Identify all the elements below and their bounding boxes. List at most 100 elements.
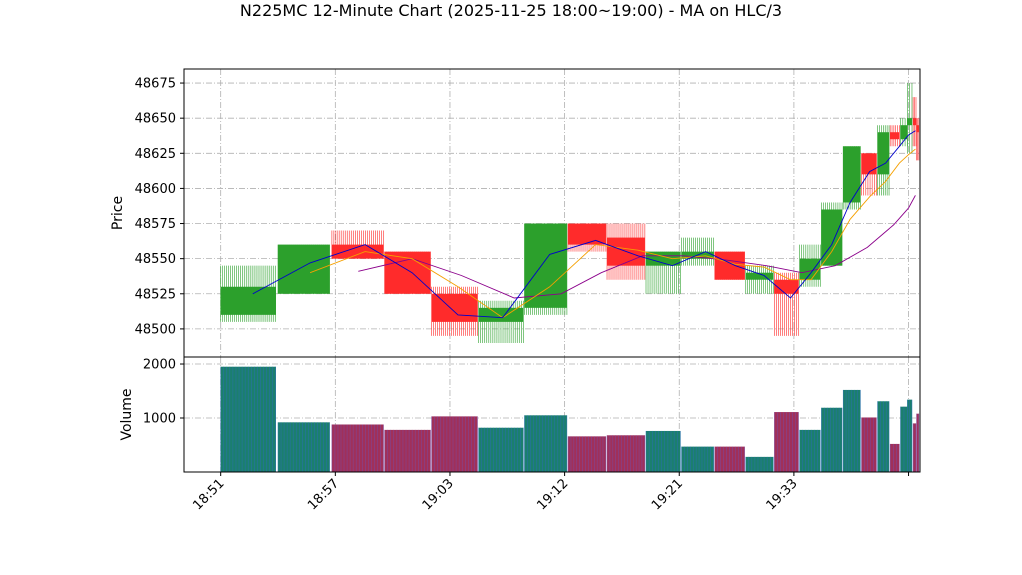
price-tick-label: 48525 — [135, 287, 176, 302]
volume-bar — [431, 416, 478, 472]
volume-bar — [907, 399, 913, 472]
x-tick-label: 18:51 — [190, 476, 227, 513]
x-tick-label: 19:21 — [649, 476, 686, 513]
candle — [384, 251, 431, 294]
price-tick-label: 48650 — [135, 112, 176, 127]
candle-body — [843, 146, 861, 203]
candle-body — [913, 118, 916, 126]
volume-bar — [900, 406, 908, 472]
candle — [681, 237, 714, 266]
price-tick-label: 48500 — [135, 322, 176, 337]
candle-body — [900, 125, 908, 140]
candle — [916, 118, 920, 161]
candle-body — [220, 286, 276, 315]
volume-panel: 1000 2000 Volume — [119, 356, 921, 473]
candle — [821, 202, 843, 266]
volume-axes-frame — [183, 356, 921, 473]
volume-bar — [606, 435, 646, 472]
candle — [861, 153, 877, 196]
price-tick-label: 48550 — [135, 252, 176, 267]
moving-averages — [252, 130, 916, 319]
volume-bar — [220, 366, 276, 472]
price-y-ticks: 48500 48525 48550 48575 48600 48625 48650 48675 — [135, 77, 184, 337]
candle — [907, 83, 913, 154]
candle-body — [431, 293, 478, 322]
volume-bar — [524, 415, 568, 472]
x-tick-label: 19:33 — [764, 476, 801, 513]
volume-bar — [384, 429, 431, 472]
volume-bar — [681, 446, 714, 472]
volume-bar-fill — [745, 456, 774, 472]
volume-y-ticks: 1000 2000 — [143, 358, 184, 427]
candle — [567, 223, 607, 252]
volume-bar — [861, 417, 877, 472]
price-tick-label: 48600 — [135, 182, 176, 197]
candle-body — [478, 307, 524, 322]
candle — [478, 300, 524, 343]
candle — [900, 118, 908, 147]
volume-bar — [877, 401, 890, 472]
candle-body — [384, 251, 431, 294]
candle — [889, 125, 900, 147]
ma-slow-line — [358, 195, 916, 299]
candle — [799, 244, 821, 287]
volume-bar-fill — [278, 422, 330, 472]
volume-bar — [889, 443, 900, 472]
candle — [606, 223, 646, 280]
volume-bar — [916, 413, 920, 472]
candle — [524, 223, 568, 315]
candle-body — [861, 153, 877, 175]
candle — [431, 286, 478, 336]
volume-bar — [567, 436, 607, 472]
candle-body — [568, 223, 606, 245]
volume-bar-fill — [799, 429, 821, 472]
volume-bar — [842, 389, 861, 472]
candle — [277, 244, 330, 294]
candle-body — [916, 125, 919, 133]
volume-bar — [745, 456, 774, 472]
candle-body — [907, 118, 912, 126]
price-tick-label: 48575 — [135, 217, 176, 232]
volume-bar-fill — [431, 416, 478, 472]
candle-body — [714, 251, 745, 280]
volume-bar-fill — [568, 436, 606, 472]
candle-body — [278, 244, 330, 294]
chart-title: N225MC 12-Minute Chart (2025-11-25 18:00… — [240, 1, 782, 20]
price-panel: 48500 48525 48550 48575 48600 48625 48650 48675… — [110, 68, 921, 358]
candle-body — [877, 132, 890, 175]
candle — [912, 97, 917, 147]
price-tick-label: 48675 — [135, 77, 176, 92]
price-grid — [184, 69, 920, 357]
candle — [774, 272, 799, 336]
price-tick-label: 48625 — [135, 147, 176, 162]
ma-fast-line — [252, 130, 916, 319]
volume-bar — [714, 446, 745, 472]
candle-body — [745, 272, 774, 280]
volume-bar — [774, 412, 799, 472]
candle-body — [890, 132, 900, 140]
volume-bar — [821, 407, 843, 472]
candle — [877, 125, 890, 196]
volume-bar-fill — [646, 430, 681, 472]
volume-bar — [478, 427, 524, 472]
candle-body — [821, 209, 843, 266]
volume-bar-fill — [384, 429, 431, 472]
candle — [745, 265, 774, 294]
volume-tick-label: 2000 — [143, 358, 176, 373]
volume-bar — [645, 430, 681, 472]
volume-bar — [799, 429, 821, 472]
volume-bar-fill — [913, 423, 916, 472]
volume-bar-fill — [607, 435, 645, 472]
volume-axis-label: Volume — [119, 388, 135, 440]
price-candles — [220, 83, 920, 343]
volume-bars — [220, 366, 920, 472]
price-axis-label: Price — [110, 196, 126, 230]
candle — [220, 265, 277, 322]
candle — [645, 251, 681, 294]
candle — [842, 146, 861, 210]
volume-bar-fill — [890, 443, 900, 472]
volume-bar-fill — [861, 417, 877, 472]
x-tick-label: 19:03 — [420, 476, 457, 513]
x-tick-label: 19:12 — [534, 476, 571, 513]
x-axis-ticks: 18:51 18:57 19:03 19:12 19:21 19:33 — [190, 472, 910, 513]
